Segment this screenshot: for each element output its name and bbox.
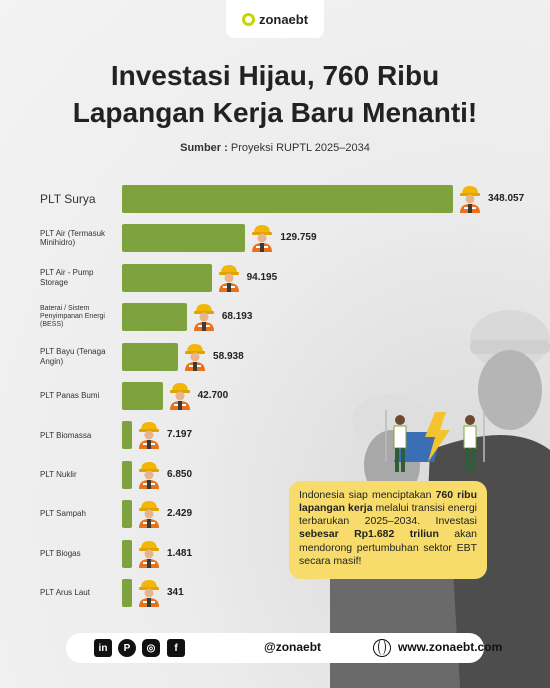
bar: [122, 421, 132, 450]
value-label: 1.481: [167, 547, 193, 559]
worker-icon: [136, 498, 162, 529]
category-label: PLT Biomassa: [40, 430, 92, 440]
instagram-icon[interactable]: ◎: [142, 639, 160, 657]
callout-box: Indonesia siap menciptakan 760 ribu lapa…: [289, 481, 487, 579]
value-label: 94.195: [246, 271, 278, 283]
bar: [122, 224, 246, 253]
title-line-2: Lapangan Kerja Baru Menanti!: [72, 97, 478, 128]
worker-icon: [249, 222, 275, 253]
bar: [122, 500, 132, 529]
worker-icon: [136, 538, 162, 568]
value-label: 348.057: [488, 193, 525, 204]
source-label: Sumber :: [180, 142, 228, 154]
bar: [122, 460, 132, 489]
worker-icon: [167, 380, 193, 410]
value-label: 2.429: [167, 508, 193, 520]
value-label: 7.197: [167, 429, 193, 441]
bar: [122, 303, 187, 332]
category-label: PLT Air - Pump Storage: [40, 268, 94, 287]
value-label: 341: [167, 587, 184, 598]
source-text: Proyeksi RUPTL 2025–2034: [230, 142, 370, 154]
worker-icon: [182, 341, 208, 371]
bar: [122, 382, 163, 410]
people-energy-illustration: [385, 410, 485, 472]
bar: [122, 579, 132, 607]
bar: [122, 263, 212, 292]
category-label: PLT Air (Termasuk Minihidro): [40, 228, 106, 248]
value-label: 129.759: [280, 232, 317, 244]
category-label: PLT Panas Bumi: [40, 391, 100, 401]
value-label: 6.850: [167, 468, 193, 480]
callout-bold-2: sebesar Rp1.682 triliun: [299, 528, 439, 541]
category-label: PLT Sampah: [40, 509, 86, 519]
worker-icon: [216, 262, 242, 292]
logo-mark-icon: [241, 12, 255, 26]
callout-text-2: melalui transisi energi terbarukan 2025–…: [299, 502, 477, 528]
callout-text-1: Indonesia siap menciptakan: [299, 489, 436, 501]
bar: [122, 185, 453, 213]
value-label: 68.193: [221, 311, 253, 323]
category-label: PLT Nuklir: [40, 470, 77, 479]
footer-bar: in P ◎ f @zonaebt www.zonaebt.com: [66, 633, 502, 663]
brand-logo: zonaebt: [226, 0, 324, 38]
globe-icon: [373, 639, 391, 657]
value-label: 42.700: [197, 390, 229, 401]
category-label: PLT Surya: [40, 192, 96, 206]
value-label: 58.938: [213, 350, 244, 362]
bar: [122, 342, 179, 371]
category-label: PLT Arus Laut: [40, 588, 90, 598]
website-link[interactable]: www.zonaebt.com: [398, 640, 503, 654]
linkedin-icon[interactable]: in: [94, 639, 112, 657]
social-handle[interactable]: @zonaebt: [264, 640, 322, 654]
category-label: PLT Biogas: [40, 548, 81, 558]
facebook-icon[interactable]: f: [167, 639, 185, 657]
worker-icon: [136, 419, 162, 450]
title-line-1: Investasi Hijau, 760 Ribu: [110, 60, 440, 91]
category-label: Baterai / Sistem Penyimpanan Energi (BES…: [40, 304, 105, 329]
worker-icon: [136, 577, 162, 607]
worker-icon: [136, 459, 162, 489]
callout-bold-1: 760 ribu lapangan kerja: [299, 489, 477, 515]
source: Sumber : Proyeksi RUPTL 2025–2034: [0, 142, 550, 154]
brand-name: zonaebt: [258, 11, 309, 27]
worker-icon: [191, 301, 217, 332]
bar: [122, 539, 132, 568]
callout-text-3: akan mendorong pertumbuhan sektor EBT se…: [299, 528, 478, 567]
worker-icon: [457, 183, 483, 213]
category-label: PLT Bayu (Tenaga Angin): [40, 347, 106, 366]
pinterest-icon[interactable]: P: [118, 639, 136, 657]
